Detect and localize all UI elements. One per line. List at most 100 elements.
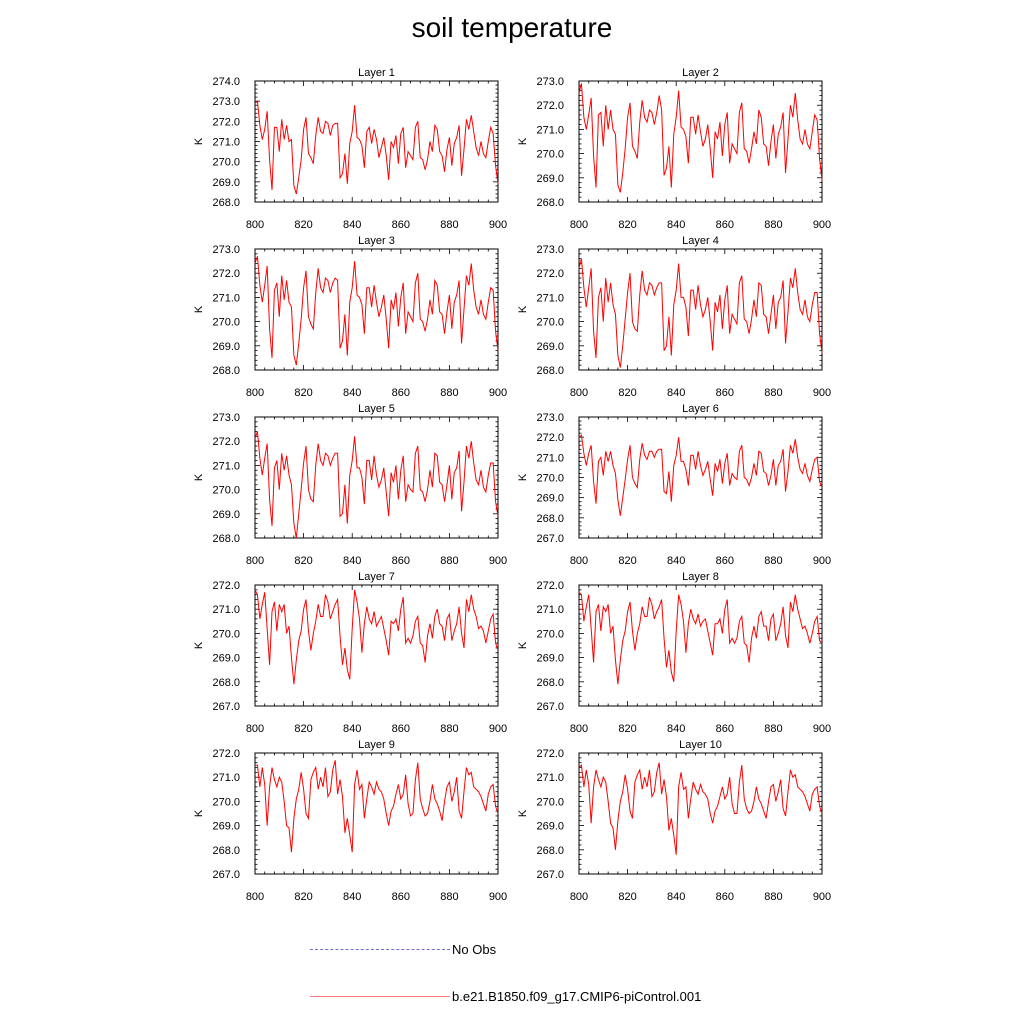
x-tick-label: 880 — [440, 723, 458, 735]
series-line-model — [254, 431, 499, 539]
panel-title: Layer 1 — [358, 67, 395, 79]
y-axis-label: K — [517, 641, 529, 649]
y-tick-label: 270.0 — [536, 149, 564, 161]
y-tick-label: 269.0 — [536, 173, 564, 185]
y-tick-label: 268.0 — [536, 365, 564, 377]
y-tick-label: 271.0 — [536, 292, 564, 304]
y-axis-label: K — [193, 473, 205, 481]
x-tick-label: 820 — [618, 219, 636, 231]
y-tick-label: 271.0 — [212, 137, 240, 149]
panel-layer-5: Layer 5 K 273.0 272.0 271.0 270.0 269.0 268.0 80… — [193, 403, 507, 567]
panel-title: Layer 8 — [682, 571, 719, 583]
y-axis-label: K — [193, 305, 205, 313]
y-tick-label: 269.0 — [536, 653, 564, 665]
x-tick-label: 880 — [764, 219, 782, 231]
y-tick-label: 272.0 — [536, 268, 564, 280]
series-line-model — [578, 591, 823, 685]
y-tick-label: 273.0 — [212, 244, 240, 256]
x-tick-label: 880 — [764, 555, 782, 567]
y-tick-label: 270.0 — [536, 628, 564, 640]
x-tick-label: 840 — [667, 387, 685, 399]
y-tick-label: 271.0 — [212, 460, 240, 472]
series-line-model — [254, 100, 499, 195]
y-tick-label: 268.0 — [536, 677, 564, 689]
y-tick-label: 268.0 — [212, 845, 240, 857]
panel-layer-6: Layer 6 K 273.0 272.0 271.0 270.0 269.0 268.0 26… — [517, 403, 831, 567]
x-tick-label: 840 — [343, 891, 361, 903]
y-tick-label: 269.0 — [212, 509, 240, 521]
x-tick-label: 800 — [246, 891, 264, 903]
x-tick-label: 800 — [246, 387, 264, 399]
x-tick-label: 840 — [343, 555, 361, 567]
y-tick-label: 267.0 — [536, 869, 564, 881]
x-tick-label: 860 — [392, 219, 410, 231]
chart-title: soil temperature — [411, 12, 613, 43]
x-tick-label: 860 — [716, 219, 734, 231]
y-tick-label: 271.0 — [212, 292, 240, 304]
x-tick-label: 840 — [667, 219, 685, 231]
x-tick-label: 840 — [343, 723, 361, 735]
x-tick-label: 840 — [667, 891, 685, 903]
panel-title: Layer 4 — [682, 235, 719, 247]
x-tick-label: 820 — [618, 723, 636, 735]
x-tick-label: 880 — [764, 723, 782, 735]
x-tick-label: 880 — [764, 387, 782, 399]
plot-frame — [578, 80, 823, 203]
y-tick-label: 271.0 — [536, 604, 564, 616]
x-tick-label: 800 — [570, 387, 588, 399]
y-tick-label: 270.0 — [536, 317, 564, 329]
x-tick-label: 900 — [813, 555, 831, 567]
x-tick-label: 900 — [489, 891, 507, 903]
panel-title: Layer 6 — [682, 403, 719, 415]
y-tick-label: 269.0 — [212, 177, 240, 189]
x-tick-label: 800 — [246, 723, 264, 735]
y-tick-label: 268.0 — [212, 677, 240, 689]
legend-entry-model: b.e21.B1850.f09_g17.CMIP6-piControl.001 — [310, 988, 701, 1004]
x-tick-label: 860 — [392, 387, 410, 399]
panel-layer-10: Layer 10 K 272.0 271.0 270.0 269.0 268.0 267.0 8… — [517, 739, 831, 903]
panel-layer-3: Layer 3 K 273.0 272.0 271.0 270.0 269.0 268.0 80… — [193, 235, 507, 399]
x-tick-label: 900 — [489, 219, 507, 231]
y-tick-label: 270.0 — [212, 157, 240, 169]
legend-swatch-solid — [310, 996, 450, 998]
y-tick-label: 268.0 — [536, 513, 564, 525]
panel-title: Layer 3 — [358, 235, 395, 247]
y-tick-label: 270.0 — [536, 473, 564, 485]
y-axis-label: K — [517, 809, 529, 817]
y-axis-label: K — [193, 641, 205, 649]
y-tick-label: 268.0 — [536, 845, 564, 857]
x-tick-label: 820 — [618, 891, 636, 903]
legend-label-model: b.e21.B1850.f09_g17.CMIP6-piControl.001 — [452, 989, 702, 1005]
y-tick-label: 270.0 — [212, 485, 240, 497]
y-tick-label: 270.0 — [536, 796, 564, 808]
y-axis-label: K — [193, 809, 205, 817]
y-tick-label: 267.0 — [536, 701, 564, 713]
y-tick-label: 271.0 — [212, 604, 240, 616]
x-tick-label: 800 — [570, 891, 588, 903]
y-tick-label: 272.0 — [536, 100, 564, 112]
x-tick-label: 900 — [489, 555, 507, 567]
x-tick-label: 840 — [343, 219, 361, 231]
y-tick-label: 269.0 — [212, 653, 240, 665]
y-tick-label: 271.0 — [536, 124, 564, 136]
y-tick-label: 272.0 — [536, 580, 564, 592]
series-line-model — [578, 258, 823, 368]
y-axis-label: K — [517, 305, 529, 313]
series-line-model — [254, 589, 499, 685]
legend-swatch-dashed — [310, 949, 450, 951]
panel-layer-8: Layer 8 K 272.0 271.0 270.0 269.0 268.0 267.0 80… — [517, 571, 831, 735]
x-tick-label: 880 — [440, 219, 458, 231]
x-tick-label: 900 — [489, 387, 507, 399]
x-tick-label: 820 — [294, 555, 312, 567]
x-tick-label: 840 — [343, 387, 361, 399]
series-line-model — [254, 256, 499, 366]
plot-frame — [578, 248, 823, 371]
y-axis-label: K — [517, 137, 529, 145]
series-line-model — [578, 762, 823, 855]
x-tick-label: 860 — [392, 555, 410, 567]
y-tick-label: 269.0 — [536, 821, 564, 833]
y-tick-label: 270.0 — [212, 628, 240, 640]
y-tick-label: 274.0 — [212, 76, 240, 88]
y-tick-label: 269.0 — [212, 341, 240, 353]
panel-layer-2: Layer 2 K 273.0 272.0 271.0 270.0 269.0 268.0 80… — [517, 67, 831, 231]
